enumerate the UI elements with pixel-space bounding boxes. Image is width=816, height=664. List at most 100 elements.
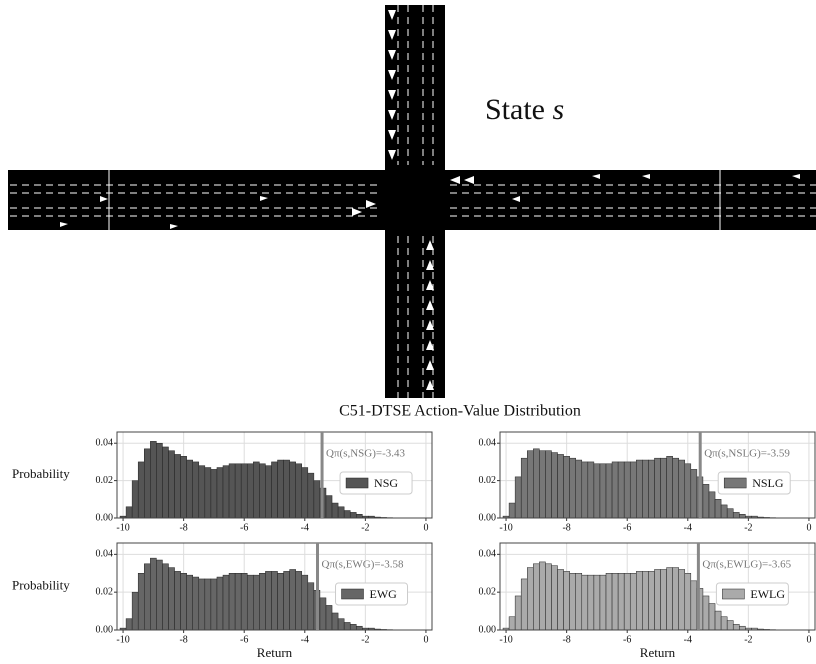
subplot: -10-8-6-4-200.000.020.04Qπ(s,EWG)=-3.58E… — [12, 543, 432, 660]
bar — [326, 605, 332, 630]
y-tick-label: 0.00 — [479, 512, 497, 523]
bar — [545, 451, 551, 518]
y-tick-label: 0.04 — [96, 549, 114, 560]
state-label: State s — [485, 93, 564, 126]
bar — [162, 564, 168, 630]
bar — [235, 464, 241, 518]
bar — [356, 514, 362, 518]
bar — [302, 575, 308, 630]
x-tick-label: -4 — [301, 522, 309, 533]
x-tick-label: -10 — [116, 522, 129, 533]
junction — [379, 164, 451, 236]
bar — [612, 573, 618, 630]
bar — [175, 454, 181, 518]
bar — [739, 514, 745, 518]
x-tick-label: -2 — [361, 522, 369, 533]
x-tick-label: -6 — [623, 634, 631, 645]
legend-label: NSLG — [752, 476, 784, 490]
bar — [624, 462, 630, 518]
legend-label: NSG — [374, 476, 398, 490]
bar — [570, 458, 576, 518]
bar — [265, 571, 271, 630]
bar — [199, 466, 205, 518]
bar — [636, 460, 642, 518]
bar — [350, 624, 356, 630]
bar — [654, 569, 660, 630]
q-annotation: Qπ(s,NSG)=-3.43 — [326, 448, 405, 460]
bar — [296, 571, 302, 630]
x-tick-label: -6 — [623, 522, 631, 533]
bar — [612, 462, 618, 518]
bar — [721, 505, 727, 518]
bar — [527, 568, 533, 630]
bar — [673, 568, 679, 630]
bar — [320, 598, 326, 630]
legend-swatch — [342, 589, 364, 599]
bar — [582, 462, 588, 518]
bar — [126, 619, 132, 630]
bar — [271, 571, 277, 630]
y-tick-label: 0.00 — [479, 624, 497, 635]
bar — [247, 464, 253, 518]
bar — [600, 464, 606, 518]
bar — [679, 460, 685, 518]
bar — [545, 564, 551, 630]
bar — [290, 462, 296, 518]
bar — [636, 571, 642, 630]
bar — [551, 566, 557, 630]
bar — [685, 573, 691, 630]
bar — [703, 484, 709, 518]
bar — [564, 571, 570, 630]
bar — [733, 512, 739, 518]
bar — [253, 575, 259, 630]
x-tick-label: -8 — [179, 634, 187, 645]
bar — [326, 496, 332, 518]
bar — [132, 592, 138, 630]
y-axis-label: Probability — [12, 577, 70, 592]
bar — [630, 462, 636, 518]
y-tick-label: 0.04 — [479, 549, 497, 560]
bar — [271, 462, 277, 518]
figure-title: C51-DTSE Action-Value Distribution — [339, 403, 581, 420]
bar — [223, 466, 229, 518]
y-tick-label: 0.02 — [479, 586, 497, 597]
x-tick-label: -4 — [301, 634, 309, 645]
bar — [308, 583, 314, 630]
bar — [709, 604, 715, 630]
bar — [217, 468, 223, 518]
legend-swatch — [346, 478, 368, 488]
bar — [132, 481, 138, 518]
x-tick-label: 0 — [806, 522, 811, 533]
bar — [175, 571, 181, 630]
bar — [284, 571, 290, 630]
bar — [600, 575, 606, 630]
bar — [703, 596, 709, 630]
bar — [338, 507, 344, 518]
bar — [217, 577, 223, 630]
x-tick-label: -6 — [240, 634, 248, 645]
bar — [156, 560, 162, 630]
y-tick-label: 0.04 — [479, 438, 497, 449]
bar — [265, 466, 271, 518]
bar — [576, 460, 582, 518]
bar — [156, 443, 162, 518]
bar — [539, 451, 545, 518]
bar — [296, 464, 302, 518]
bar — [642, 460, 648, 518]
bar — [193, 462, 199, 518]
bar — [302, 468, 308, 518]
bar — [667, 456, 673, 518]
bar — [150, 441, 156, 518]
x-tick-label: -8 — [179, 522, 187, 533]
q-annotation: Qπ(s,EWG)=-3.58 — [322, 559, 405, 571]
bar — [576, 573, 582, 630]
subplot: -10-8-6-4-200.000.020.04Qπ(s,NSLG)=-3.59… — [479, 432, 816, 533]
bar — [521, 458, 527, 518]
bar — [205, 579, 211, 630]
x-axis-label: Return — [257, 645, 293, 660]
bar — [594, 575, 600, 630]
bar — [564, 456, 570, 518]
bar — [739, 626, 745, 630]
legend-label: EWG — [370, 587, 398, 601]
legend-swatch — [724, 478, 746, 488]
